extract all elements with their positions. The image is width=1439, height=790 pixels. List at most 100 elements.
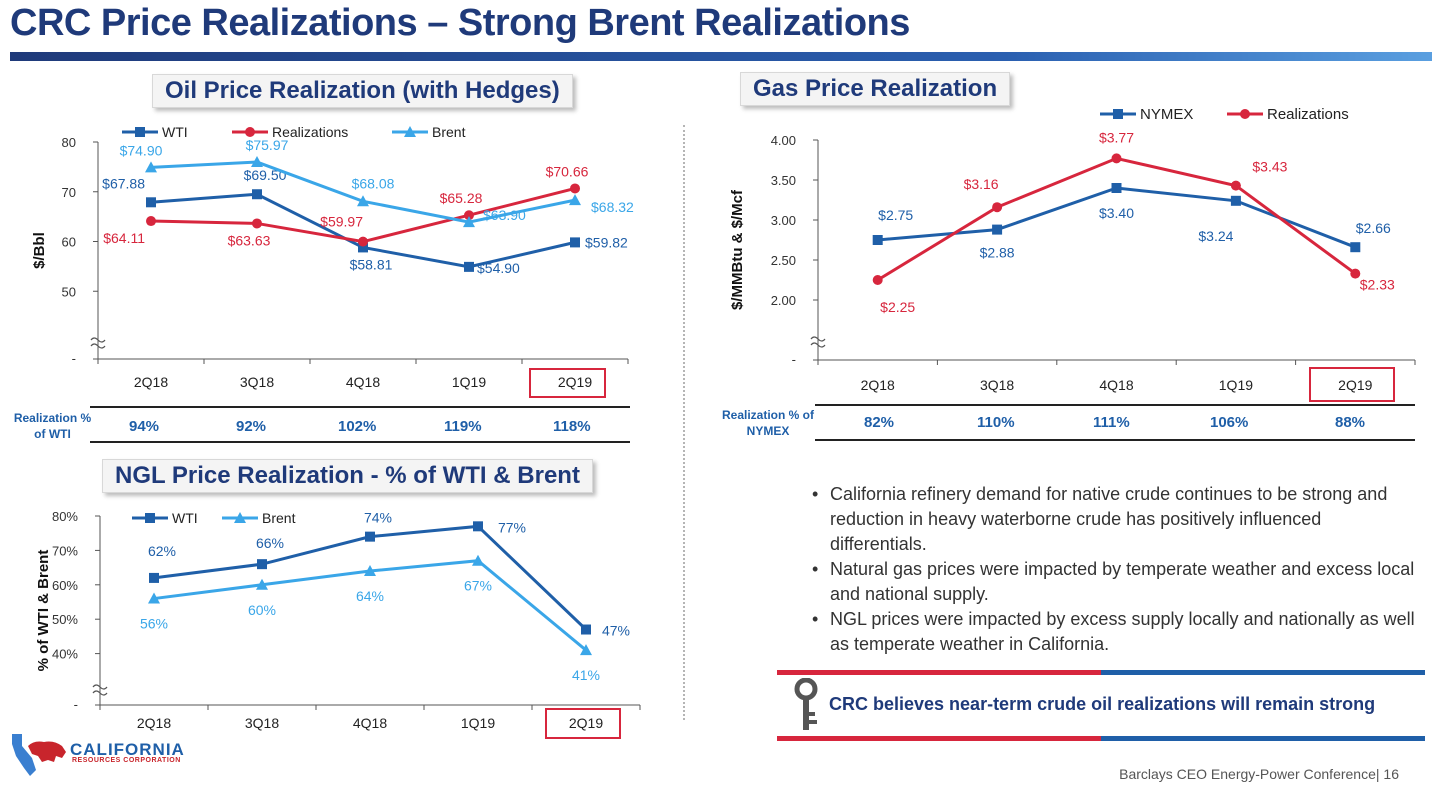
gas-realizations-data-label: $3.43 xyxy=(1252,159,1287,175)
gas-ytick-label: 3.00 xyxy=(771,213,796,228)
gas-ytick-label: 4.00 xyxy=(771,133,796,148)
gas-category-label: 4Q18 xyxy=(1099,377,1133,393)
oil-realizations-data-label: $65.28 xyxy=(440,190,483,206)
ngl-brent-point xyxy=(364,565,376,577)
oil-wti-data-label: $67.88 xyxy=(102,175,145,191)
commentary-bullets: California refinery demand for native cr… xyxy=(810,482,1420,657)
key-message: CRC believes near-term crude oil realiza… xyxy=(829,694,1376,714)
gas-realization-4q18: 111% xyxy=(1093,414,1130,431)
oil-realization-top-rule xyxy=(90,406,630,408)
logo-subtitle: RESOURCES CORPORATION xyxy=(72,757,181,764)
gas-highlight-box xyxy=(1309,367,1395,402)
gas-category-label: 2Q18 xyxy=(861,377,895,393)
ngl-wti-data-label: 66% xyxy=(256,535,284,551)
ngl-legend-label: WTI xyxy=(172,510,198,526)
oil-brent-data-label: $63.90 xyxy=(483,207,526,223)
oil-legend-marker xyxy=(404,126,416,137)
key-icon xyxy=(794,678,818,730)
oil-realization-bottom-rule xyxy=(90,441,630,443)
page-number: 16 xyxy=(1383,766,1399,782)
ngl-legend-marker xyxy=(145,513,155,523)
bullet-item: Natural gas prices were impacted by temp… xyxy=(810,557,1420,607)
stripe-red-bottom xyxy=(777,736,1101,741)
stripe-blue-top xyxy=(1101,670,1425,675)
gas-ytick-label: 3.50 xyxy=(771,173,796,188)
ngl-brent-point xyxy=(472,554,484,566)
ngl-brent-data-label: 56% xyxy=(140,616,168,632)
oil-brent-data-label: $75.97 xyxy=(246,137,289,153)
gas-category-label: 3Q18 xyxy=(980,377,1014,393)
oil-ytick-label: 60 xyxy=(62,235,76,250)
gas-section-title: Gas Price Realization xyxy=(740,72,1011,106)
ngl-price-chart: - 40% 50% 60% 70% 80% 2Q18 3Q18 4Q18 1Q19 2Q19 % of… xyxy=(35,509,641,739)
gas-realization-3q18: 110% xyxy=(977,414,1015,431)
gas-nymex-data-label: $3.24 xyxy=(1198,228,1233,244)
oil-axis-break xyxy=(90,337,106,349)
ngl-section-title: NGL Price Realization - % of WTI & Brent xyxy=(102,459,593,493)
gas-category-label: 1Q19 xyxy=(1219,377,1253,393)
gas-realizations-point xyxy=(872,275,883,285)
stripe-red-top xyxy=(777,670,1101,675)
ngl-category-label: 3Q18 xyxy=(245,715,279,731)
ngl-brent-data-label: 64% xyxy=(356,588,384,604)
oil-realizations-point xyxy=(252,218,262,229)
gas-realization-2q19: 88% xyxy=(1335,414,1366,431)
oil-realizations-point xyxy=(146,216,156,227)
ngl-brent-point xyxy=(148,592,160,604)
ngl-ytick-label: 50% xyxy=(52,612,78,627)
oil-category-label: 2Q18 xyxy=(134,374,168,390)
ngl-brent-point xyxy=(580,644,592,656)
oil-brent-point xyxy=(145,161,157,173)
oil-legend-marker xyxy=(245,127,255,137)
ngl-wti-data-label: 62% xyxy=(148,543,176,559)
gas-axis-break xyxy=(810,336,826,348)
gas-realizations-point xyxy=(1111,153,1122,164)
ngl-wti-data-label: 77% xyxy=(498,519,526,535)
oil-highlight-box xyxy=(529,368,606,398)
oil-realization-2q18: 94% xyxy=(129,418,160,435)
gas-nymex-point xyxy=(992,224,1003,235)
oil-realization-3q18: 92% xyxy=(236,418,267,435)
oil-category-label: 2Q19 xyxy=(558,374,592,390)
oil-wti-data-label: $58.81 xyxy=(350,256,393,272)
ngl-category-label: 2Q19 xyxy=(569,715,603,731)
oil-section-title: Oil Price Realization (with Hedges) xyxy=(152,74,573,108)
ngl-axis-break xyxy=(92,684,108,696)
key-message-box: CRC believes near-term crude oil realiza… xyxy=(777,670,1425,742)
oil-legend-label: Realizations xyxy=(272,124,348,140)
oil-brent-data-label: $68.32 xyxy=(591,199,634,215)
gas-nymex-point xyxy=(1111,183,1122,193)
oil-legend-label: WTI xyxy=(162,124,188,140)
oil-wti-point xyxy=(570,237,580,248)
gas-nymex-point xyxy=(1230,195,1241,206)
footer-conference: Barclays CEO Energy-Power Conference xyxy=(1119,766,1376,782)
logo-name: CALIFORNIA xyxy=(70,740,185,759)
oil-realizations-data-label: $59.97 xyxy=(320,214,363,230)
footer: Barclays CEO Energy-Power Conference| 16 xyxy=(1119,766,1399,782)
ngl-legend-marker xyxy=(234,512,246,523)
gas-legend-label: Realizations xyxy=(1267,106,1349,123)
ngl-ytick-label: 70% xyxy=(52,543,78,558)
oil-realization-1q19: 119% xyxy=(444,418,482,435)
ngl-brent-data-label: 41% xyxy=(572,667,600,683)
gas-nymex-data-label: $2.75 xyxy=(878,207,913,223)
gas-realizations-point xyxy=(1230,180,1241,191)
gas-legend-marker xyxy=(1113,109,1123,119)
gas-legend-marker xyxy=(1240,109,1250,119)
oil-category-label: 4Q18 xyxy=(346,374,380,390)
section-divider xyxy=(683,125,685,720)
ngl-wti-point xyxy=(149,572,159,583)
oil-legend-label: Brent xyxy=(432,124,466,140)
ngl-wti-point xyxy=(365,531,375,542)
gas-realization-2q18: 82% xyxy=(864,414,895,431)
gas-realization-1q19: 106% xyxy=(1210,414,1249,431)
ngl-category-label: 1Q19 xyxy=(461,715,495,731)
oil-wti-data-label: $69.50 xyxy=(244,167,287,183)
oil-wti-data-label: $54.90 xyxy=(477,260,520,276)
oil-realizations-point xyxy=(570,183,580,194)
oil-brent-point xyxy=(251,156,263,168)
title-underline xyxy=(10,52,1432,61)
oil-brent-data-label: $68.08 xyxy=(352,175,395,191)
gas-price-chart: - 2.00 2.50 3.00 3.50 4.00 2Q18 3Q18 4Q18 1Q19 2Q1… xyxy=(729,106,1416,402)
ngl-category-label: 4Q18 xyxy=(353,715,387,731)
